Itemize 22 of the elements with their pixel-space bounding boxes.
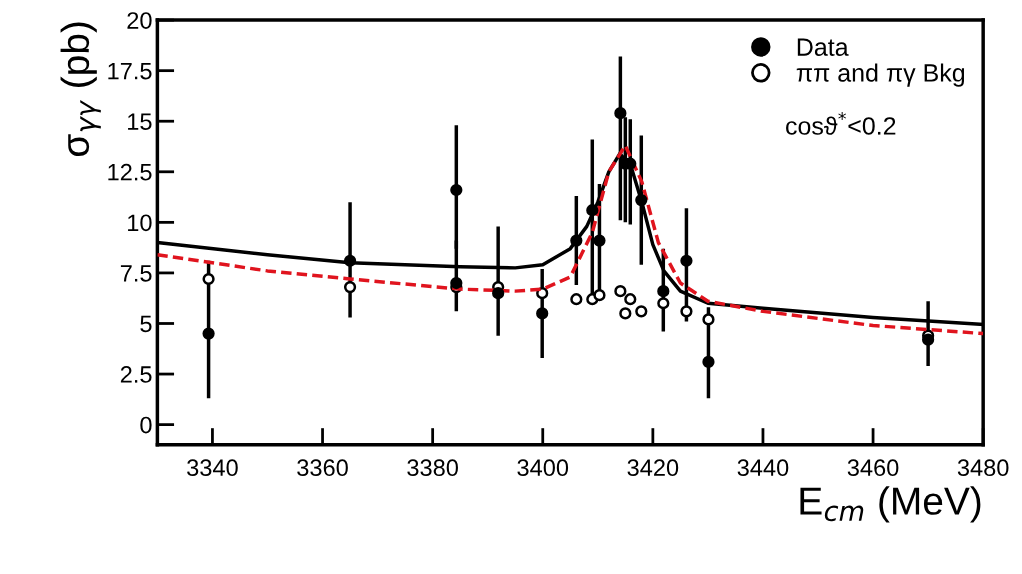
x-tick-label: 3460 <box>847 459 899 477</box>
x-tick-label: 3420 <box>627 459 679 477</box>
y-tick-label: 7.5 <box>120 265 152 282</box>
y-tick-label: 10 <box>128 214 152 232</box>
y-tick-label: 20 <box>127 12 152 29</box>
y-tick-label: 0 <box>140 416 152 434</box>
legend-label: Data <box>797 38 849 56</box>
y-axis-title: σ$_{γγ}$ (pb) <box>60 22 101 157</box>
x-axis-title: E$_{cm}$ (MeV) <box>800 486 981 523</box>
y-tick-label: 2.5 <box>120 366 152 383</box>
y-tick-label: 17.5 <box>108 62 152 80</box>
x-tick-label: 3340 <box>187 459 238 477</box>
x-tick-label: 3360 <box>297 459 348 477</box>
x-tick-label: 3380 <box>407 459 458 477</box>
x-tick-label: 3440 <box>737 459 789 477</box>
y-tick-label: 12.5 <box>108 163 152 181</box>
y-tick-label: 15 <box>128 113 152 131</box>
y-tick-label: 5 <box>140 315 152 333</box>
legend-label: ππ and πγ Bkg <box>796 63 965 87</box>
x-tick-label: 3480 <box>957 459 1009 477</box>
x-tick-label: 3400 <box>517 459 569 477</box>
annotation: cosϑ$^{*}$<0.2 <box>786 112 896 135</box>
